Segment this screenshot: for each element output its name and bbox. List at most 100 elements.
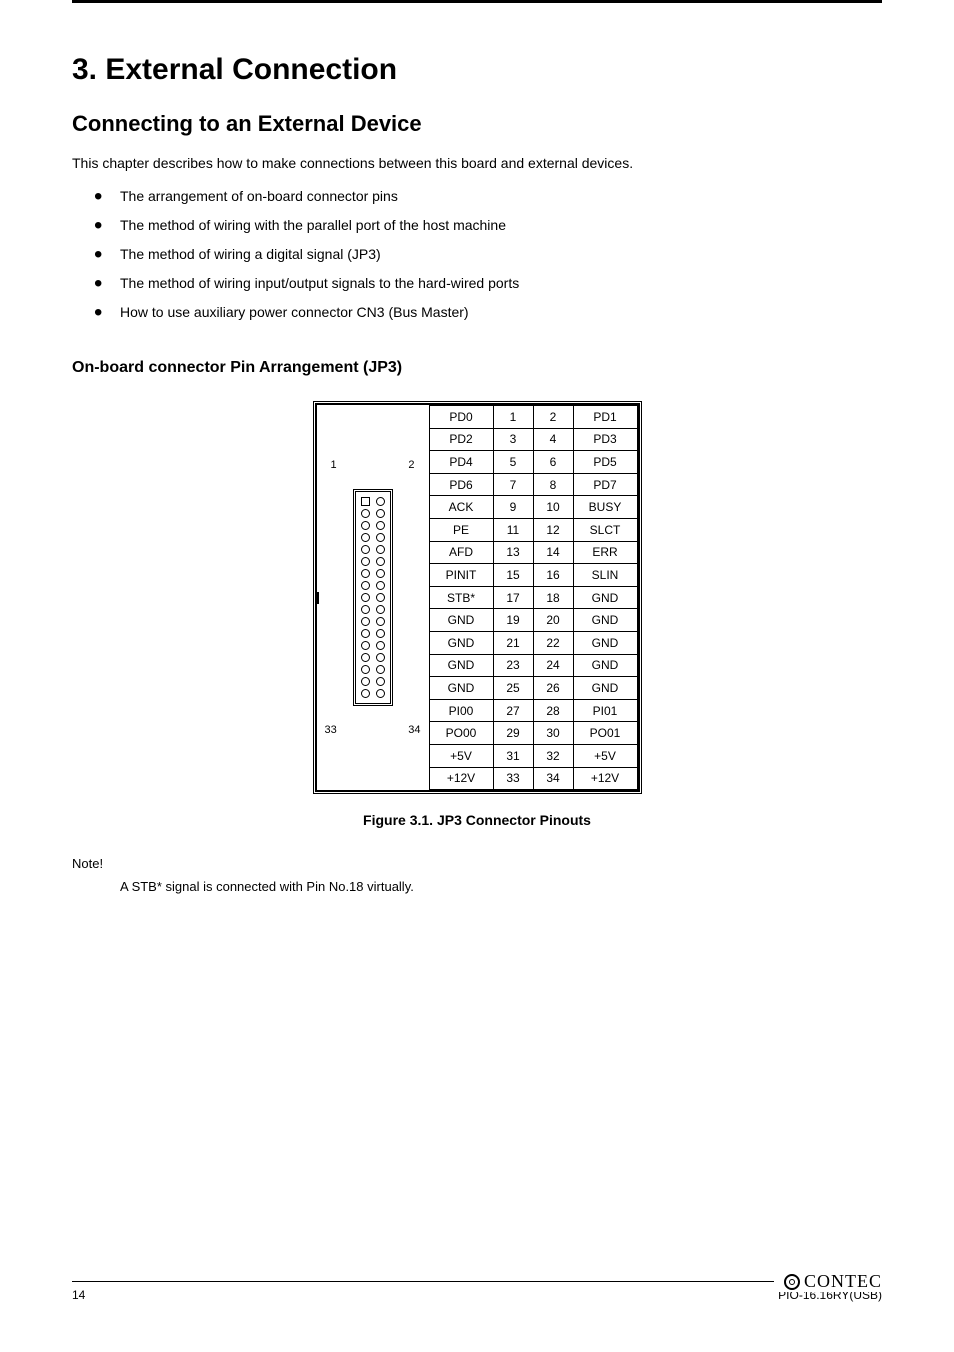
pin-number-cell: 5 [493,451,533,474]
connector-pin [376,689,385,698]
table-row: PD456PD5 [429,451,637,474]
pin-number-cell: 10 [533,496,573,519]
connector-pin [376,569,385,578]
table-row: ACK910BUSY [429,496,637,519]
footer-line: CONTEC [72,1281,882,1282]
intro-text: This chapter describes how to make conne… [72,153,882,174]
pin-number-cell: 9 [493,496,533,519]
connector-pin [361,665,370,674]
pin-number-cell: 21 [493,631,533,654]
pin-number-cell: 30 [533,722,573,745]
connector-pin [361,641,370,650]
figure: 1 2 33 34 PD012PD1PD234PD3PD456PD5PD678P… [315,403,640,792]
connector-col: 1 2 33 34 [317,405,429,790]
connector-pin [361,533,370,542]
connector-pin [361,677,370,686]
pin-label-bl: 33 [325,724,337,736]
pin-label-tr: 2 [408,459,414,471]
connector-pin [361,653,370,662]
footer-sub: 14 PIO-16.16RY(USB) [72,1288,882,1302]
connector-pin [361,605,370,614]
pin-number-cell: 12 [533,518,573,541]
pin-number-cell: 33 [493,767,533,790]
pin-number-cell: 15 [493,564,533,587]
figure-caption: Figure 3.1. JP3 Connector Pinouts [72,812,882,828]
pin-number-cell: 22 [533,631,573,654]
pin-number-cell: 23 [493,654,533,677]
signal-cell: GND [429,631,493,654]
pin-number-cell: 17 [493,586,533,609]
bullet-list: The arrangement of on-board connector pi… [72,186,882,323]
connector-pin [376,629,385,638]
connector-pin [376,521,385,530]
pin-number-cell: 14 [533,541,573,564]
pin-number-cell: 8 [533,473,573,496]
signal-cell: GND [429,677,493,700]
signal-cell: AFD [429,541,493,564]
pin-number-cell: 19 [493,609,533,632]
figure-outer-border: 1 2 33 34 PD012PD1PD234PD3PD456PD5PD678P… [313,401,642,794]
pin-number-cell: 31 [493,744,533,767]
bullet-item: The method of wiring input/output signal… [120,273,882,294]
page: 3. External Connection 3. External Conne… [0,0,954,1352]
connector-pin [376,665,385,674]
signal-cell: STB* [429,586,493,609]
bullet-item: The method of wiring a digital signal (J… [120,244,882,265]
table-row: GND2324GND [429,654,637,677]
signal-cell: PI00 [429,699,493,722]
table-row: PO002930PO01 [429,722,637,745]
bullet-item: The method of wiring with the parallel p… [120,215,882,236]
signal-cell: GND [573,586,637,609]
signal-cell: BUSY [573,496,637,519]
pin-number-cell: 20 [533,609,573,632]
signal-cell: +5V [573,744,637,767]
table-row: GND2526GND [429,677,637,700]
connector-pin [376,653,385,662]
connector-pin [361,689,370,698]
signal-cell: PI01 [573,699,637,722]
pin-table: PD012PD1PD234PD3PD456PD5PD678PD7ACK910BU… [429,405,638,790]
signal-cell: +12V [429,767,493,790]
pin-number-cell: 24 [533,654,573,677]
signal-cell: PD6 [429,473,493,496]
signal-cell: PD3 [573,428,637,451]
signal-cell: PD4 [429,451,493,474]
pin-number-cell: 16 [533,564,573,587]
bullet-item: How to use auxiliary power connector CN3… [120,302,882,323]
pin-label-br: 34 [408,724,420,736]
connector-pin [376,509,385,518]
connector-pin [361,509,370,518]
connector-pin [376,497,385,506]
pin-number-cell: 34 [533,767,573,790]
brand-icon [784,1274,800,1290]
signal-cell: GND [573,677,637,700]
connector-pin [361,497,370,506]
top-rule [72,0,882,3]
pin-number-cell: 4 [533,428,573,451]
connector-pin [376,605,385,614]
brand-text: CONTEC [804,1271,882,1292]
pin-number-cell: 25 [493,677,533,700]
connector-pin [376,557,385,566]
signal-cell: PD7 [573,473,637,496]
connector-pin [361,581,370,590]
signal-cell: PINIT [429,564,493,587]
connector-pin [361,557,370,566]
connector-pin [376,533,385,542]
footer-brand: CONTEC [774,1271,882,1292]
pin-number-cell: 27 [493,699,533,722]
footer: CONTEC 14 PIO-16.16RY(USB) [72,1281,882,1302]
pin-number-cell: 3 [493,428,533,451]
table-row: +5V3132+5V [429,744,637,767]
pin-number-cell: 11 [493,518,533,541]
pin-number-cell: 13 [493,541,533,564]
connector-pin [361,569,370,578]
pin-number-cell: 26 [533,677,573,700]
connector-pin [376,545,385,554]
signal-cell: SLCT [573,518,637,541]
table-row: PINIT1516SLIN [429,564,637,587]
pin-number-cell: 18 [533,586,573,609]
table-row: +12V3334+12V [429,767,637,790]
pin-number-cell: 6 [533,451,573,474]
pin-number-cell: 32 [533,744,573,767]
